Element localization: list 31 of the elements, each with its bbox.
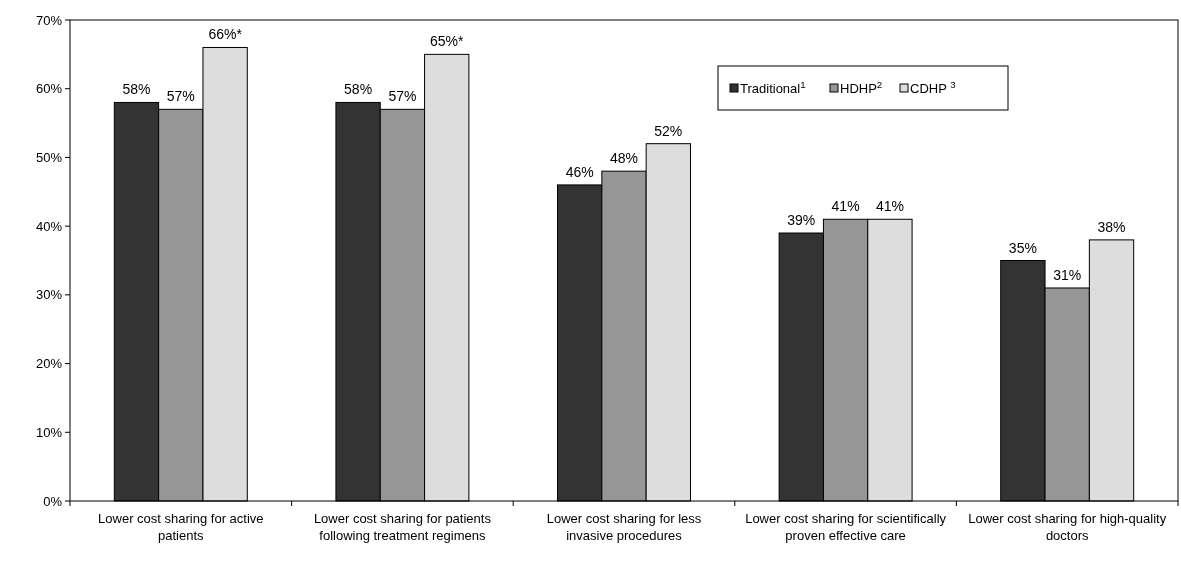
data-label: 48%: [609, 150, 639, 167]
y-tick-label: 40%: [35, 218, 63, 234]
data-label: 58%: [344, 81, 373, 98]
legend-label: HDHP$^{2}$: [840, 78, 883, 96]
data-label: 65%*: [429, 33, 465, 50]
data-label: 57%: [388, 88, 417, 105]
data-label: 35%: [1008, 239, 1037, 256]
legend-label: CDHP $^{3}$: [910, 78, 956, 96]
y-tick-label: 60%: [35, 81, 63, 97]
data-label: 57%: [166, 88, 195, 105]
y-tick-label: 20%: [35, 356, 63, 372]
data-label: 52%: [654, 122, 683, 139]
data-label: 46%: [565, 163, 594, 180]
y-tick-label: 10%: [35, 424, 63, 440]
x-tick-label: Lower cost sharing for high-quality doctors: [968, 511, 1167, 543]
y-tick-label: 70%: [35, 12, 63, 28]
x-tick-label: Lower cost sharing for active patients: [98, 511, 264, 543]
legend-label: Traditional$^{1}$: [740, 78, 806, 96]
data-label: 31%: [1053, 266, 1082, 283]
data-label: 38%: [1097, 218, 1126, 235]
y-tick-label: 50%: [35, 149, 63, 165]
data-label: 41%: [831, 198, 860, 215]
data-label: 66%*: [208, 26, 243, 43]
x-tick-label: Lower cost sharing for less invasive procedures: [546, 511, 702, 543]
y-tick-label: 30%: [35, 287, 63, 303]
data-label: 39%: [787, 212, 816, 229]
data-label: 41%: [875, 198, 904, 215]
x-tick-label: Lower cost sharing for scientifically proven effective care: [745, 511, 947, 543]
data-label: 58%: [122, 81, 151, 98]
y-tick-label: 0%: [43, 493, 63, 509]
x-tick-label: Lower cost sharing for patients following treatment regimens: [313, 511, 492, 543]
